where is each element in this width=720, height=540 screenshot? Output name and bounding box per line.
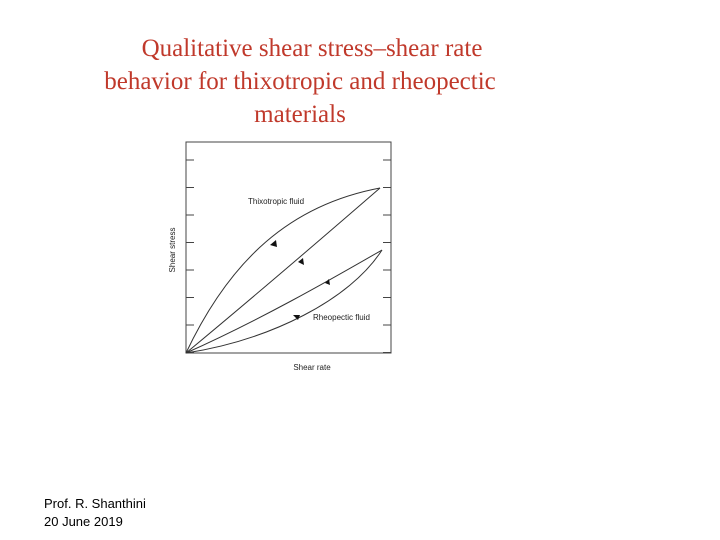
- x-axis-label: Shear rate: [293, 363, 331, 372]
- title-line: Qualitative shear stress–shear rate: [142, 35, 483, 62]
- curve-label: Rheopectic fluid: [313, 313, 370, 322]
- diagram: Thixotropic fluid Rheopectic fluid Shear…: [168, 141, 392, 372]
- arrow: [293, 315, 300, 320]
- title-line: behavior for thixotropic and rheopectic: [104, 68, 496, 95]
- title-line: materials: [254, 101, 346, 128]
- ticks: [186, 159, 391, 353]
- thixotropic-down: [185, 187, 381, 354]
- arrow: [298, 258, 304, 265]
- y-axis-label: Shear stress: [168, 228, 177, 273]
- rheopectic-up: [185, 249, 383, 354]
- plot-frame: [185, 141, 392, 354]
- arrow: [325, 279, 330, 285]
- curve-label: Thixotropic fluid: [248, 197, 304, 206]
- rheopectic-down: [185, 249, 383, 354]
- arrow: [270, 240, 277, 247]
- footer-date: 20 June 2019: [44, 514, 123, 529]
- thixotropic-up: [185, 187, 381, 354]
- footer-author: Prof. R. Shanthini: [44, 496, 146, 511]
